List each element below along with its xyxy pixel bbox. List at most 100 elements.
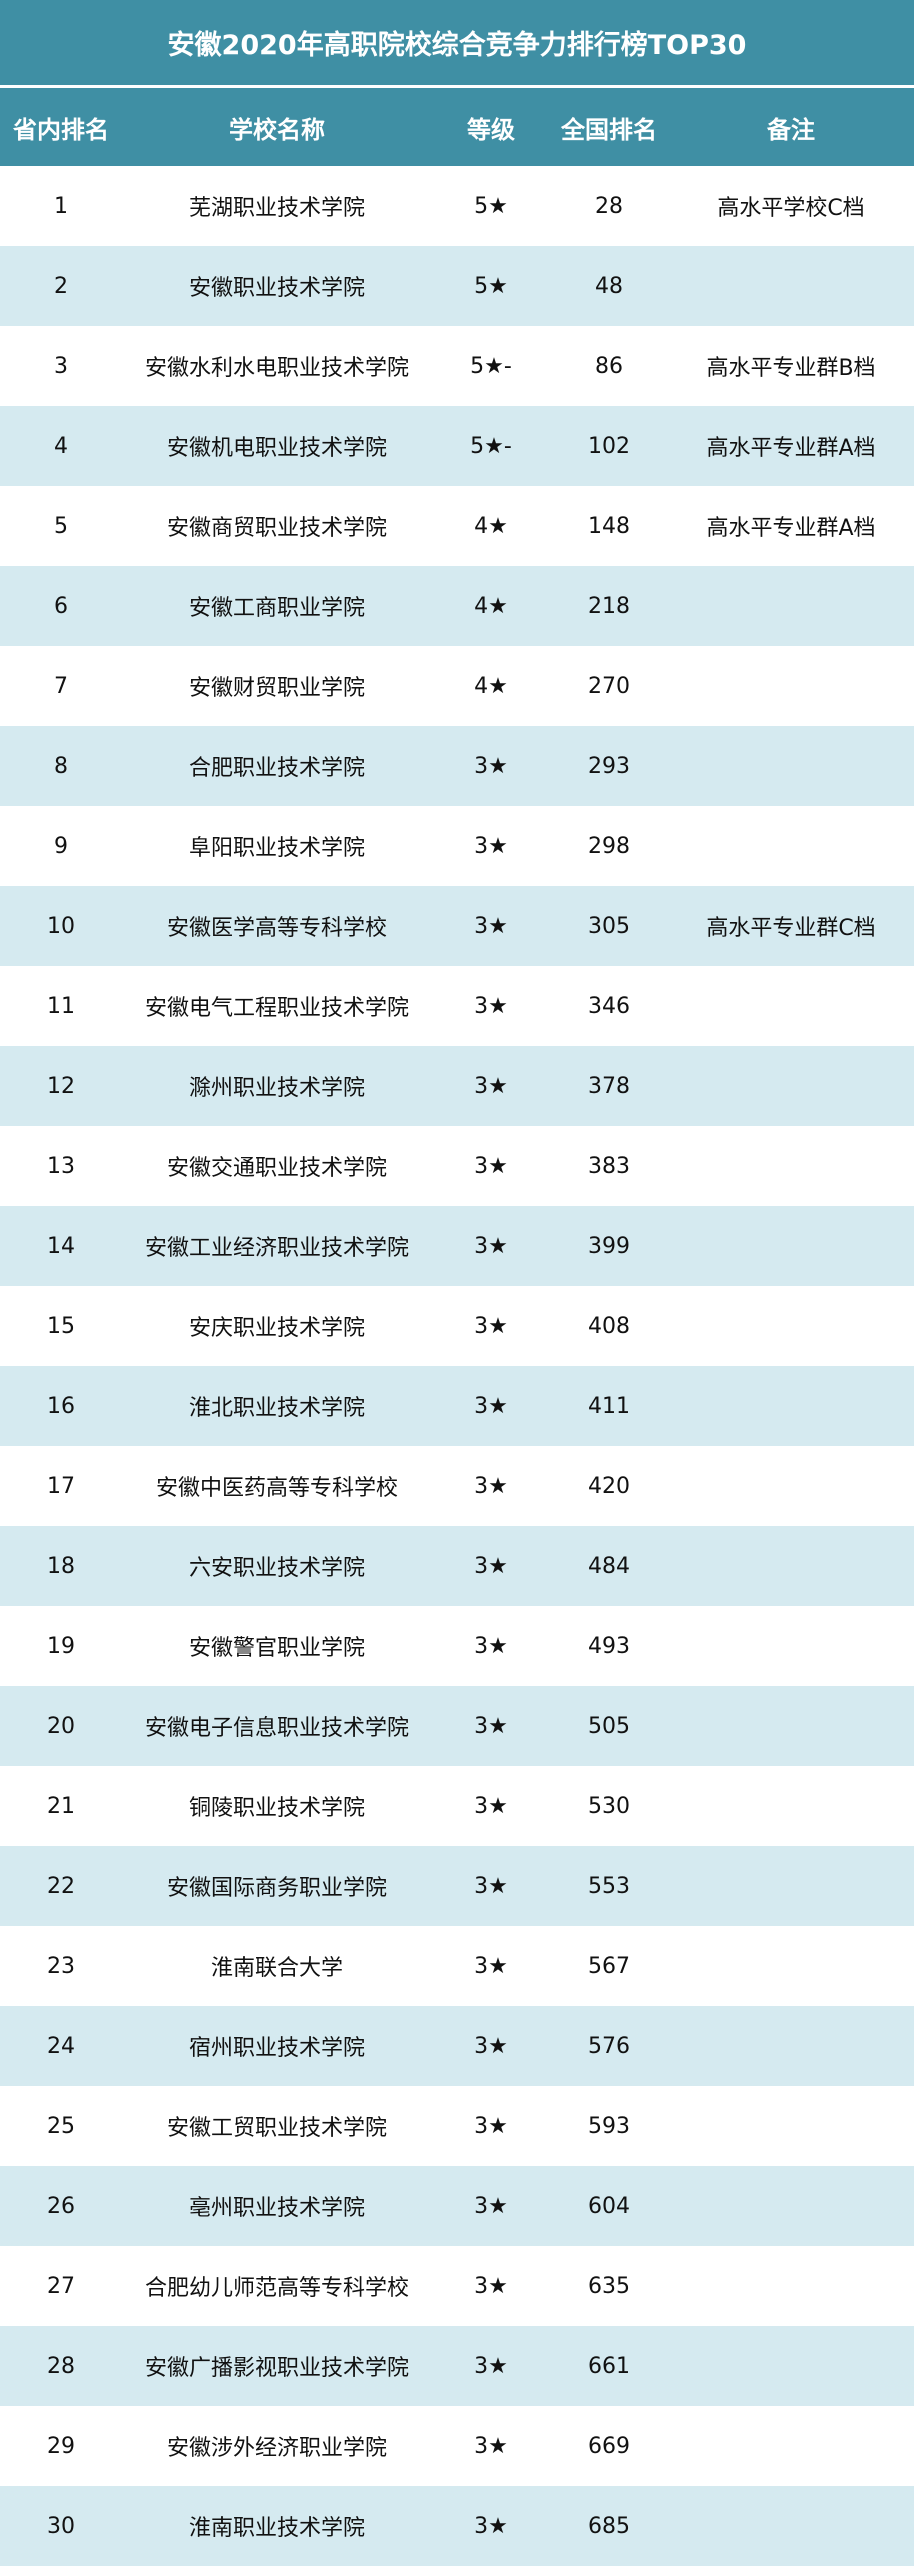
table-row: 12 滁州职业技术学院 3★ 378 [0,1046,914,1126]
province-rank-cell: 28 [47,2353,75,2379]
school-name-cell: 安徽广播影视职业技术学院 [144,2356,409,2381]
school-name-cell: 合肥幼儿师范高等专科学校 [144,2276,409,2301]
province-rank-cell: 18 [47,1553,75,1579]
grade-cell: 3★ [474,1153,508,1179]
grade-cell: 3★ [474,2273,508,2299]
school-name-cell: 安徽医学高等专科学校 [166,916,387,941]
grade-cell: 3★ [474,1873,508,1899]
province-rank-cell: 29 [47,2433,75,2459]
grade-cell: 3★ [474,2353,508,2379]
grade-cell: 3★ [474,913,508,939]
province-rank-cell: 20 [47,1713,75,1739]
grade-cell: 3★ [474,1473,508,1499]
national-rank-cell: 553 [588,1873,630,1899]
national-rank-cell: 593 [588,2113,630,2139]
table-row: 6 安徽工商职业学院 4★ 218 [0,566,914,646]
school-name-cell: 安徽交通职业技术学院 [166,1156,387,1181]
province-rank-cell: 4 [54,433,68,459]
national-rank-cell: 298 [588,833,630,859]
table-row: 18 六安职业技术学院 3★ 484 [0,1526,914,1606]
province-rank-cell: 2 [54,273,68,299]
national-rank-cell: 530 [588,1793,630,1819]
national-rank-cell: 567 [588,1953,630,1979]
table-row: 30 淮南职业技术学院 3★ 685 [0,2486,914,2566]
grade-cell: 3★ [474,1633,508,1659]
grade-cell: 5★ [474,273,508,299]
province-rank-cell: 19 [47,1633,75,1659]
national-rank-cell: 102 [588,433,630,459]
national-rank-cell: 411 [588,1393,630,1419]
school-name-cell: 安徽工贸职业技术学院 [166,2116,387,2141]
school-name-cell: 安徽涉外经济职业学院 [166,2436,387,2461]
province-rank-cell: 13 [47,1153,75,1179]
table-row: 25 安徽工贸职业技术学院 3★ 593 [0,2086,914,2166]
column-header-province-rank: 省内排名 [13,115,109,144]
remarks-cell: 高水平专业群A档 [706,436,876,461]
school-name-cell: 滁州职业技术学院 [188,1076,365,1101]
national-rank-cell: 346 [588,993,630,1019]
province-rank-cell: 6 [54,593,68,619]
national-rank-cell: 635 [588,2273,630,2299]
school-name-cell: 亳州职业技术学院 [188,2196,365,2221]
province-rank-cell: 30 [47,2513,75,2539]
province-rank-cell: 11 [47,993,75,1019]
province-rank-cell: 27 [47,2273,75,2299]
province-rank-cell: 3 [54,353,68,379]
table-row: 27 合肥幼儿师范高等专科学校 3★ 635 [0,2246,914,2326]
remarks-cell: 高水平专业群C档 [706,916,876,941]
grade-cell: 4★ [474,673,508,699]
table-row: 23 淮南联合大学 3★ 567 [0,1926,914,2006]
school-name-cell: 安徽工商职业学院 [188,596,365,621]
province-rank-cell: 16 [47,1393,75,1419]
school-name-cell: 安徽电气工程职业技术学院 [144,996,409,1021]
grade-cell: 3★ [474,1953,508,1979]
remarks-cell: 高水平专业群B档 [706,356,876,381]
school-name-cell: 安徽工业经济职业技术学院 [144,1236,409,1261]
province-rank-cell: 1 [54,193,68,219]
table-row: 16 淮北职业技术学院 3★ 411 [0,1366,914,1446]
national-rank-cell: 408 [588,1313,630,1339]
grade-cell: 3★ [474,2513,508,2539]
grade-cell: 3★ [474,1793,508,1819]
table-title: 安徽2020年高职院校综合竞争力排行榜TOP30 [0,0,914,85]
province-rank-cell: 17 [47,1473,75,1499]
table-row: 29 安徽涉外经济职业学院 3★ 669 [0,2406,914,2486]
table-row: 28 安徽广播影视职业技术学院 3★ 661 [0,2326,914,2406]
table-row: 5 安徽商贸职业技术学院 4★ 148 高水平专业群A档 [0,486,914,566]
school-name-cell: 安徽水利水电职业技术学院 [144,356,409,381]
column-header-grade: 等级 [467,115,515,144]
grade-cell: 3★ [474,1233,508,1259]
national-rank-cell: 685 [588,2513,630,2539]
national-rank-cell: 48 [595,273,623,299]
grade-cell: 5★- [470,353,512,379]
school-name-cell: 安徽警官职业学院 [188,1636,365,1661]
table-row: 1 芜湖职业技术学院 5★ 28 高水平学校C档 [0,166,914,246]
national-rank-cell: 576 [588,2033,630,2059]
school-name-cell: 合肥职业技术学院 [188,756,365,781]
national-rank-cell: 148 [588,513,630,539]
table-row: 2 安徽职业技术学院 5★ 48 [0,246,914,326]
national-rank-cell: 399 [588,1233,630,1259]
grade-cell: 3★ [474,2113,508,2139]
grade-cell: 4★ [474,513,508,539]
national-rank-cell: 305 [588,913,630,939]
national-rank-cell: 604 [588,2193,630,2219]
province-rank-cell: 8 [54,753,68,779]
grade-cell: 3★ [474,993,508,1019]
province-rank-cell: 12 [47,1073,75,1099]
national-rank-cell: 661 [588,2353,630,2379]
province-rank-cell: 25 [47,2113,75,2139]
province-rank-cell: 10 [47,913,75,939]
grade-cell: 3★ [474,1553,508,1579]
column-header-national-rank: 全国排名 [561,115,657,144]
national-rank-cell: 669 [588,2433,630,2459]
table-header: 省内排名 学校名称 等级 全国排名 备注 [0,88,914,166]
grade-cell: 3★ [474,1073,508,1099]
grade-cell: 3★ [474,1393,508,1419]
province-rank-cell: 26 [47,2193,75,2219]
table-row: 15 安庆职业技术学院 3★ 408 [0,1286,914,1366]
national-rank-cell: 493 [588,1633,630,1659]
remarks-cell: 高水平专业群A档 [706,516,876,541]
national-rank-cell: 484 [588,1553,630,1579]
table-row: 22 安徽国际商务职业学院 3★ 553 [0,1846,914,1926]
